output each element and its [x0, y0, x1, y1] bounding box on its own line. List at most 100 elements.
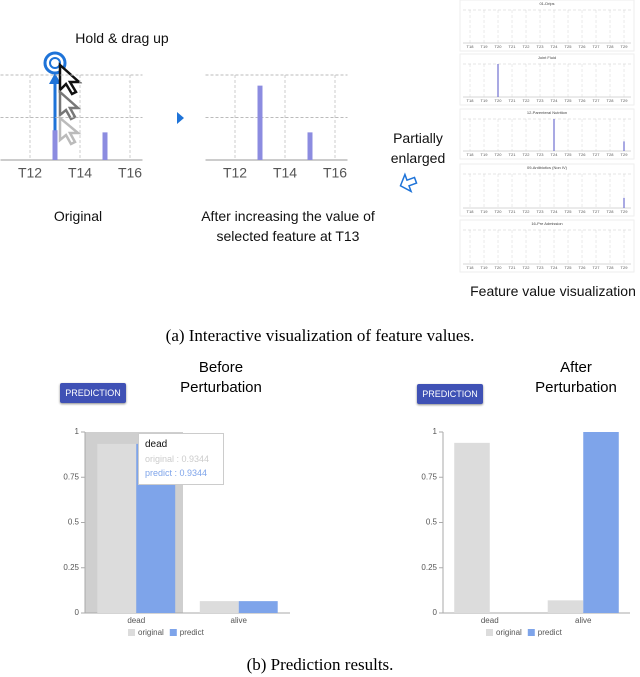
legend-swatch: [486, 629, 493, 636]
panel-label: After increasing the value of selected f…: [201, 208, 375, 244]
legend-swatch: [169, 629, 177, 636]
x-tick-label: T21: [509, 44, 517, 49]
x-tick-label: alive: [575, 616, 592, 625]
x-tick-label: T18: [467, 209, 475, 214]
chart-title: Before Perturbation: [180, 359, 262, 396]
x-tick-label: T28: [607, 152, 615, 157]
caption: (a) Interactive visualization of feature…: [165, 326, 475, 345]
y-tick-label: 0: [433, 608, 438, 617]
panel-label: Original: [53, 208, 103, 224]
tooltip: dead original : 0.9344 predict : 0.9344: [138, 433, 224, 485]
bar: [553, 119, 555, 151]
prediction-button[interactable]: PREDICTION: [417, 384, 483, 404]
x-tick-label: T26: [579, 265, 587, 270]
tooltip-title: dead: [145, 439, 168, 450]
x-tick-label: T16: [323, 165, 347, 181]
panel-label: Feature value visualization: [470, 283, 636, 299]
y-tick-label: 1: [433, 427, 438, 436]
x-tick-label: T28: [607, 209, 615, 214]
x-tick-label: T24: [551, 265, 559, 270]
y-tick-label: 0.5: [68, 518, 80, 527]
panel-title: 01-Drips: [539, 1, 554, 6]
legend-swatch: [128, 629, 135, 636]
x-tick-label: T28: [607, 265, 615, 270]
x-tick-label: T29: [621, 209, 629, 214]
x-tick-label: T27: [593, 209, 601, 214]
x-tick-label: T19: [481, 152, 489, 157]
x-tick-label: T29: [621, 152, 629, 157]
caption: (b) Prediction results.: [246, 655, 394, 674]
x-tick-label: T28: [607, 44, 615, 49]
chart-title: After Perturbation: [535, 359, 617, 396]
y-tick-label: 0.75: [421, 472, 437, 481]
x-tick-label: T19: [481, 44, 489, 49]
x-tick-label: T20: [495, 265, 503, 270]
panel-title: 16-Pre Admission: [531, 221, 562, 226]
x-tick-label: T18: [467, 44, 475, 49]
x-tick-label: T27: [593, 152, 601, 157]
x-tick-label: T19: [481, 209, 489, 214]
x-tick-label: T24: [551, 209, 559, 214]
panel-frame: [459, 0, 635, 52]
bar: [547, 600, 584, 613]
x-tick-label: T12: [223, 165, 247, 181]
y-tick-label: 1: [75, 427, 80, 436]
y-tick-label: 0.25: [421, 563, 437, 572]
x-tick-label: T29: [621, 44, 629, 49]
x-tick-label: T25: [565, 98, 573, 103]
x-tick-label: T24: [551, 44, 559, 49]
panel-label: Partially enlarged: [390, 130, 446, 166]
x-tick-label: T20: [495, 44, 503, 49]
x-tick-label: T16: [118, 165, 142, 181]
arrow-right: [177, 112, 184, 124]
x-tick-label: T26: [579, 44, 587, 49]
bar: [583, 432, 619, 613]
x-tick-label: T29: [621, 98, 629, 103]
x-tick-label: T29: [621, 265, 629, 270]
x-tick-label: T26: [579, 98, 587, 103]
x-tick-label: T25: [565, 265, 573, 270]
x-tick-label: T22: [523, 98, 531, 103]
x-tick-label: T14: [68, 165, 92, 181]
x-tick-label: T18: [467, 98, 475, 103]
panel-frame: [459, 219, 635, 273]
x-tick-label: T28: [607, 98, 615, 103]
panel-frame: [459, 108, 635, 160]
x-tick-label: T19: [481, 98, 489, 103]
panel-title: Joint Fluid: [538, 55, 556, 60]
panel-title: 09-Antibiotics (Non IV): [527, 165, 568, 170]
x-tick-label: T21: [509, 265, 517, 270]
x-tick-label: T21: [509, 98, 517, 103]
legend-swatch: [527, 629, 535, 636]
x-tick-label: T27: [593, 44, 601, 49]
x-tick-label: T25: [565, 152, 573, 157]
y-tick-label: 0.75: [63, 472, 79, 481]
x-tick-label: T23: [537, 44, 545, 49]
legend-label: original: [138, 628, 164, 637]
x-tick-label: T18: [467, 265, 475, 270]
x-tick-label: T27: [593, 265, 601, 270]
y-tick-label: 0.5: [426, 518, 438, 527]
x-tick-label: T20: [495, 152, 503, 157]
x-tick-label: T23: [537, 98, 545, 103]
legend-label: predict: [180, 628, 205, 637]
bar: [454, 442, 490, 613]
x-tick-label: T21: [509, 152, 517, 157]
x-tick-label: T26: [579, 209, 587, 214]
x-tick-label: T25: [565, 44, 573, 49]
bar: [307, 132, 313, 160]
x-tick-label: dead: [481, 616, 499, 625]
bar: [497, 64, 499, 97]
x-tick-label: T21: [509, 209, 517, 214]
x-tick-label: T20: [495, 209, 503, 214]
bar: [102, 132, 108, 160]
panel-frame: [459, 163, 635, 217]
x-tick-label: T22: [523, 152, 531, 157]
prediction-button[interactable]: PREDICTION: [60, 383, 126, 403]
x-tick-label: T23: [537, 265, 545, 270]
x-tick-label: T24: [551, 152, 559, 157]
x-tick-label: T19: [481, 265, 489, 270]
panel-title: 12-Parenteral Nutrition: [527, 110, 567, 115]
x-tick-label: T23: [537, 209, 545, 214]
